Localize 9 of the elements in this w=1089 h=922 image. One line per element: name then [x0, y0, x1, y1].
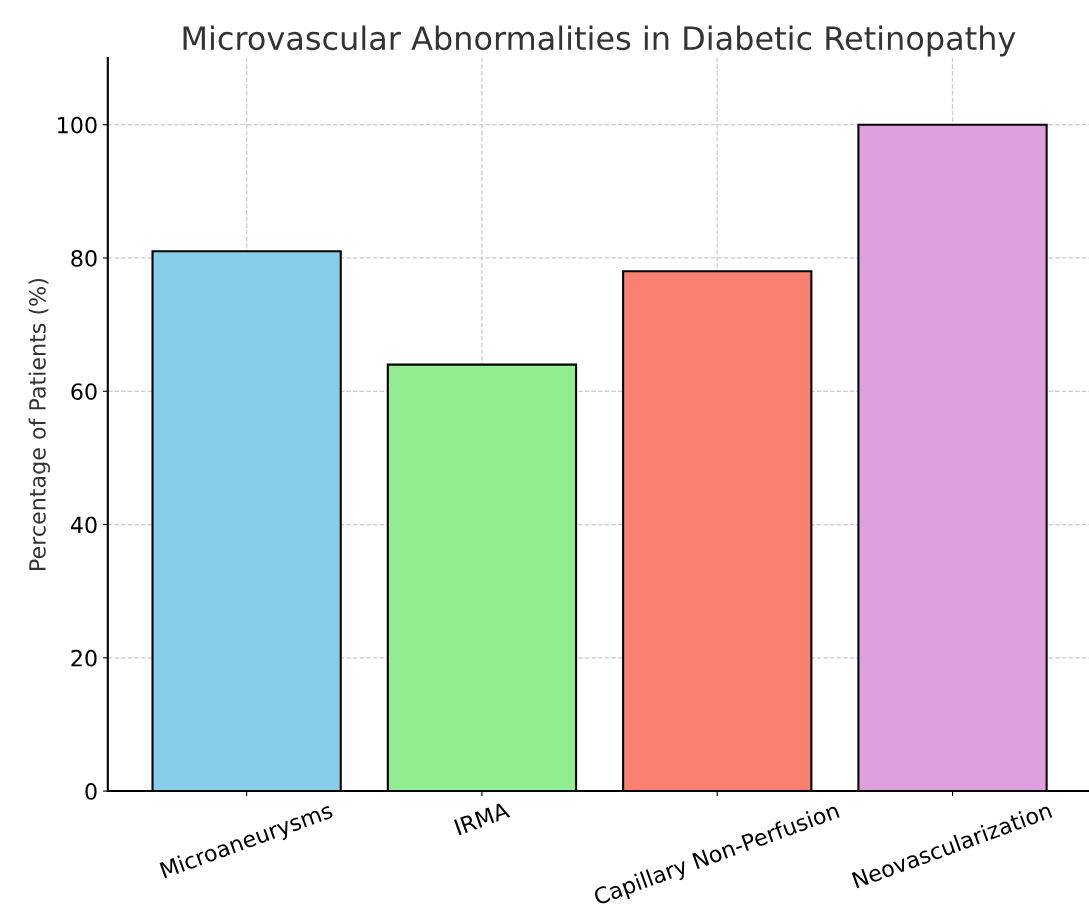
y-axis-title: Percentage of Patients (%)	[28, 278, 51, 570]
x-tick-label: IRMA	[454, 801, 511, 836]
y-tick-label: 0	[85, 783, 97, 800]
y-tick-label: 80	[71, 249, 97, 267]
y-tick-label: 60	[71, 383, 97, 401]
y-tick-label: 20	[71, 649, 97, 667]
y-tick-label: 40	[70, 516, 97, 534]
y-tick-label: 100	[58, 116, 97, 134]
chart-title: Microvascular Abnormalities in Diabetic Retinopathy	[183, 25, 1016, 57]
